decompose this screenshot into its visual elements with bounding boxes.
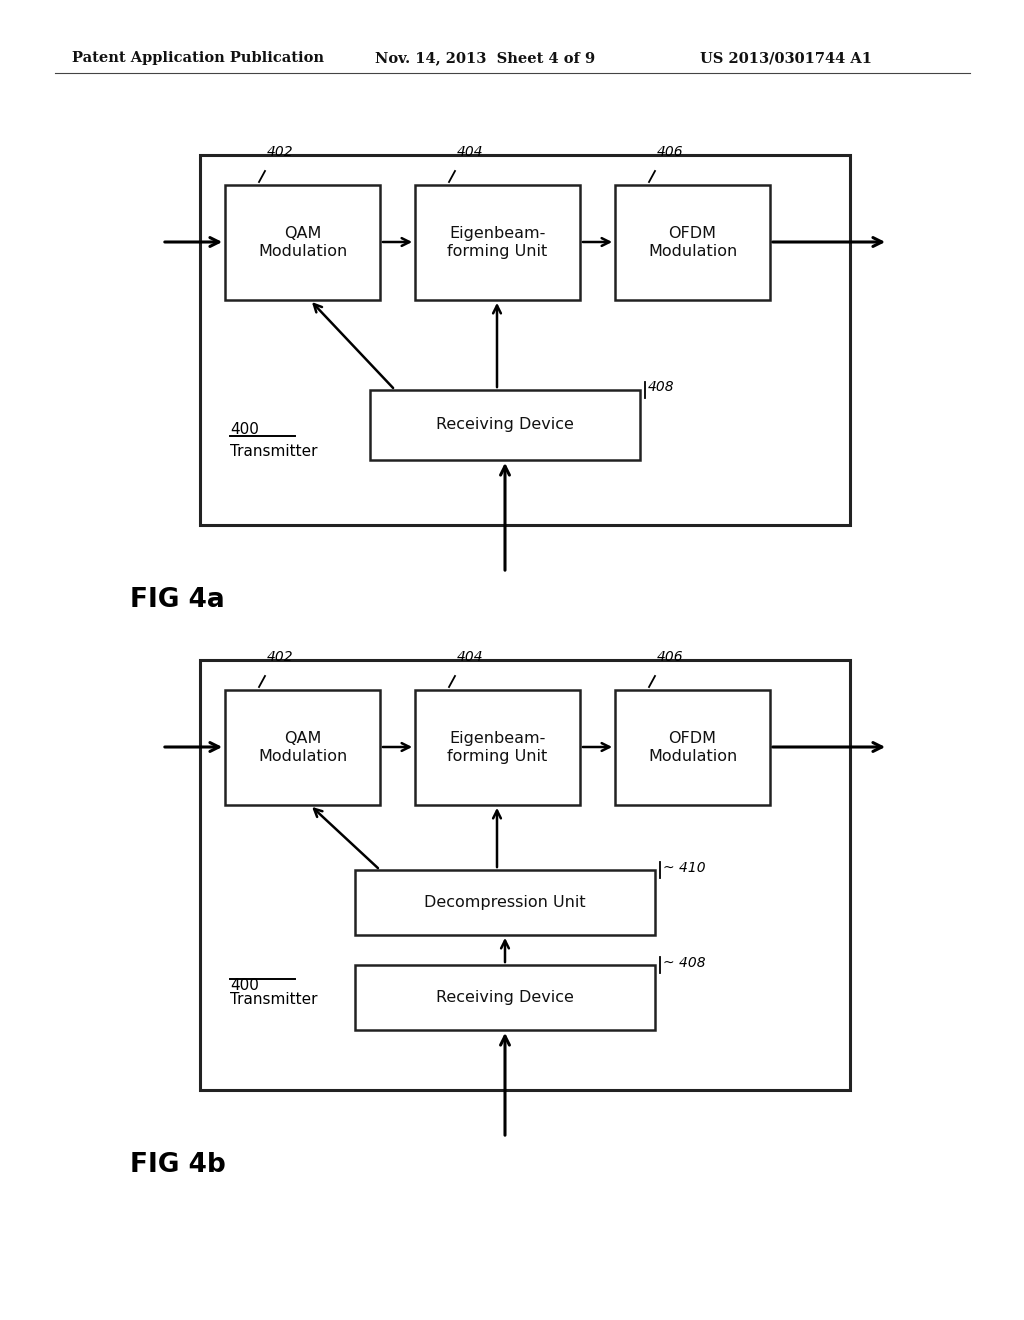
Text: Eigenbeam-
forming Unit: Eigenbeam- forming Unit bbox=[447, 731, 548, 764]
Text: QAM
Modulation: QAM Modulation bbox=[258, 731, 347, 764]
Text: US 2013/0301744 A1: US 2013/0301744 A1 bbox=[700, 51, 872, 65]
Bar bbox=[415, 185, 580, 300]
Bar bbox=[200, 154, 850, 525]
Text: Receiving Device: Receiving Device bbox=[436, 417, 573, 433]
Bar bbox=[615, 185, 770, 300]
Text: QAM
Modulation: QAM Modulation bbox=[258, 226, 347, 259]
Text: Eigenbeam-
forming Unit: Eigenbeam- forming Unit bbox=[447, 226, 548, 259]
Text: ~ 410: ~ 410 bbox=[663, 861, 706, 875]
Bar bbox=[355, 965, 655, 1030]
Bar bbox=[370, 389, 640, 459]
Text: Receiving Device: Receiving Device bbox=[436, 990, 573, 1005]
Text: OFDM
Modulation: OFDM Modulation bbox=[648, 226, 737, 259]
Text: Decompression Unit: Decompression Unit bbox=[424, 895, 586, 909]
Bar bbox=[200, 660, 850, 1090]
Text: 400: 400 bbox=[230, 978, 259, 993]
Text: OFDM
Modulation: OFDM Modulation bbox=[648, 731, 737, 764]
Text: Patent Application Publication: Patent Application Publication bbox=[72, 51, 324, 65]
Text: Nov. 14, 2013  Sheet 4 of 9: Nov. 14, 2013 Sheet 4 of 9 bbox=[375, 51, 595, 65]
Text: 406: 406 bbox=[657, 649, 684, 664]
Text: 406: 406 bbox=[657, 145, 684, 158]
Text: ~ 408: ~ 408 bbox=[663, 956, 706, 970]
Text: FIG 4a: FIG 4a bbox=[130, 587, 224, 612]
Text: 402: 402 bbox=[267, 145, 294, 158]
Bar bbox=[415, 690, 580, 805]
Text: 400: 400 bbox=[230, 422, 259, 437]
Text: 404: 404 bbox=[457, 145, 483, 158]
Bar bbox=[225, 185, 380, 300]
Text: 404: 404 bbox=[457, 649, 483, 664]
Bar bbox=[615, 690, 770, 805]
Text: Transmitter: Transmitter bbox=[230, 445, 317, 459]
Text: Transmitter: Transmitter bbox=[230, 991, 317, 1006]
Text: FIG 4b: FIG 4b bbox=[130, 1152, 225, 1177]
Text: 402: 402 bbox=[267, 649, 294, 664]
Bar bbox=[355, 870, 655, 935]
Bar bbox=[225, 690, 380, 805]
Text: 408: 408 bbox=[648, 380, 675, 393]
